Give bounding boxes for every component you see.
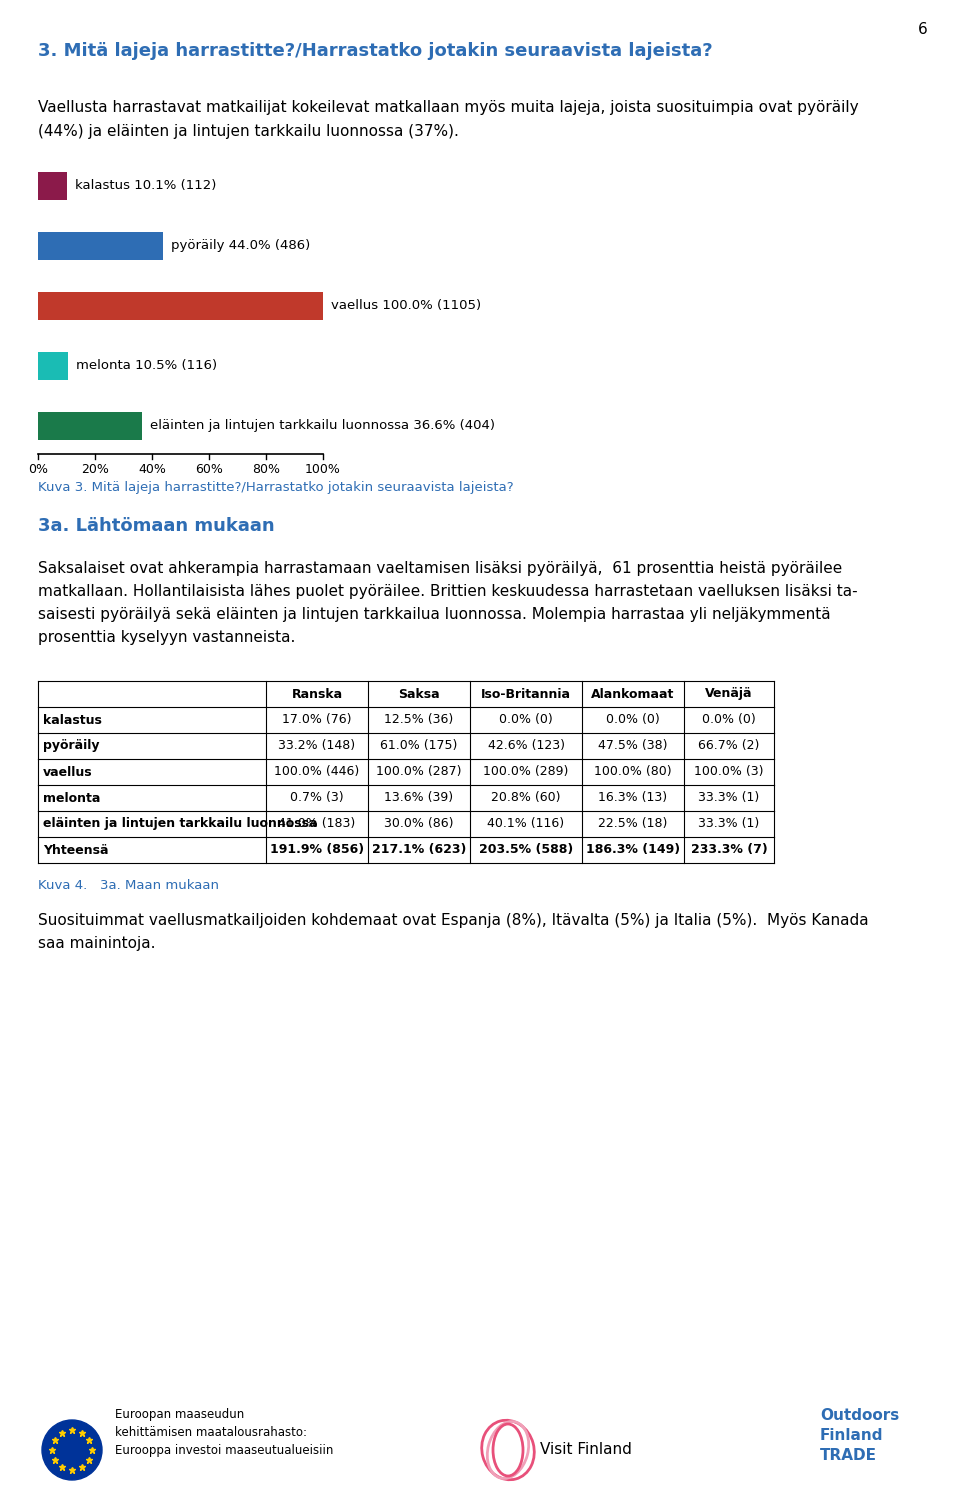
Text: 40.1% (116): 40.1% (116) xyxy=(488,818,564,831)
Text: prosenttia kyselyyn vastanneista.: prosenttia kyselyyn vastanneista. xyxy=(38,629,296,644)
Text: 0.0% (0): 0.0% (0) xyxy=(606,713,660,727)
Text: 33.3% (1): 33.3% (1) xyxy=(698,791,759,804)
Text: Outdoors
Finland
TRADE: Outdoors Finland TRADE xyxy=(820,1408,900,1462)
Bar xyxy=(38,232,163,260)
Text: 47.5% (38): 47.5% (38) xyxy=(598,740,668,752)
Text: Kuva 3. Mitä lajeja harrastitte?/Harrastatko jotakin seuraavista lajeista?: Kuva 3. Mitä lajeja harrastitte?/Harrast… xyxy=(38,481,514,493)
Text: pyöräily: pyöräily xyxy=(43,740,100,752)
Text: 217.1% (623): 217.1% (623) xyxy=(372,843,467,857)
Text: 100.0% (289): 100.0% (289) xyxy=(483,765,568,779)
Text: Iso-Britannia: Iso-Britannia xyxy=(481,688,571,701)
Text: 20%: 20% xyxy=(81,463,108,475)
Text: 233.3% (7): 233.3% (7) xyxy=(690,843,767,857)
Text: 80%: 80% xyxy=(252,463,280,475)
Text: 20.8% (60): 20.8% (60) xyxy=(492,791,561,804)
Text: saisesti pyöräilyä sekä eläinten ja lintujen tarkkailua luonnossa. Molempia harr: saisesti pyöräilyä sekä eläinten ja lint… xyxy=(38,607,830,622)
Text: kalastus 10.1% (112): kalastus 10.1% (112) xyxy=(75,179,216,193)
Text: melonta: melonta xyxy=(43,791,101,804)
Text: 100.0% (287): 100.0% (287) xyxy=(376,765,462,779)
Text: Saksalaiset ovat ahkerampia harrastamaan vaeltamisen lisäksi pyöräilyä,  61 pros: Saksalaiset ovat ahkerampia harrastamaan… xyxy=(38,561,842,576)
Text: 40%: 40% xyxy=(138,463,166,475)
Bar xyxy=(38,292,323,320)
Text: 203.5% (588): 203.5% (588) xyxy=(479,843,573,857)
Text: 100.0% (446): 100.0% (446) xyxy=(275,765,360,779)
Text: 3a. Lähtömaan mukaan: 3a. Lähtömaan mukaan xyxy=(38,517,275,535)
Text: vaellus: vaellus xyxy=(43,765,92,779)
Text: 17.0% (76): 17.0% (76) xyxy=(282,713,351,727)
Text: 0.0% (0): 0.0% (0) xyxy=(499,713,553,727)
Text: 16.3% (13): 16.3% (13) xyxy=(598,791,667,804)
Text: Vaellusta harrastavat matkailijat kokeilevat matkallaan myös muita lajeja, joist: Vaellusta harrastavat matkailijat kokeil… xyxy=(38,100,858,115)
Text: Yhteensä: Yhteensä xyxy=(43,843,108,857)
Text: 12.5% (36): 12.5% (36) xyxy=(384,713,454,727)
Text: Euroopan maaseudun
kehittämisen maatalousrahasto:
Eurooppa investoi maaseutualue: Euroopan maaseudun kehittämisen maatalou… xyxy=(115,1408,333,1458)
Text: Ranska: Ranska xyxy=(292,688,343,701)
Text: 3. Mitä lajeja harrastitte?/Harrastatko jotakin seuraavista lajeista?: 3. Mitä lajeja harrastitte?/Harrastatko … xyxy=(38,42,712,60)
Text: melonta 10.5% (116): melonta 10.5% (116) xyxy=(76,359,217,372)
Text: 22.5% (18): 22.5% (18) xyxy=(598,818,668,831)
Text: 186.3% (149): 186.3% (149) xyxy=(586,843,680,857)
Text: vaellus 100.0% (1105): vaellus 100.0% (1105) xyxy=(331,299,481,312)
Text: (44%) ja eläinten ja lintujen tarkkailu luonnossa (37%).: (44%) ja eläinten ja lintujen tarkkailu … xyxy=(38,124,459,139)
Text: Suosituimmat vaellusmatkailjoiden kohdemaat ovat Espanja (8%), Itävalta (5%) ja : Suosituimmat vaellusmatkailjoiden kohdem… xyxy=(38,913,869,928)
Text: Kuva 4.   3a. Maan mukaan: Kuva 4. 3a. Maan mukaan xyxy=(38,879,219,893)
Text: eläinten ja lintujen tarkkailu luonnossa: eläinten ja lintujen tarkkailu luonnossa xyxy=(43,818,318,831)
Bar xyxy=(38,413,142,440)
Text: 191.9% (856): 191.9% (856) xyxy=(270,843,364,857)
Text: kalastus: kalastus xyxy=(43,713,102,727)
Text: 100.0% (80): 100.0% (80) xyxy=(594,765,672,779)
Text: 41.0% (183): 41.0% (183) xyxy=(278,818,355,831)
Text: Alankomaat: Alankomaat xyxy=(591,688,675,701)
Text: matkallaan. Hollantilaisista lähes puolet pyöräilee. Brittien keskuudessa harras: matkallaan. Hollantilaisista lähes puole… xyxy=(38,585,857,599)
Text: 0.0% (0): 0.0% (0) xyxy=(702,713,756,727)
Bar xyxy=(38,172,67,200)
Text: 30.0% (86): 30.0% (86) xyxy=(384,818,454,831)
Text: saa mainintoja.: saa mainintoja. xyxy=(38,936,156,951)
Text: eläinten ja lintujen tarkkailu luonnossa 36.6% (404): eläinten ja lintujen tarkkailu luonnossa… xyxy=(151,420,495,432)
Text: 0.7% (3): 0.7% (3) xyxy=(290,791,344,804)
Text: 66.7% (2): 66.7% (2) xyxy=(698,740,759,752)
Text: Venäjä: Venäjä xyxy=(706,688,753,701)
Text: 33.2% (148): 33.2% (148) xyxy=(278,740,355,752)
Text: 60%: 60% xyxy=(195,463,223,475)
Text: 0%: 0% xyxy=(28,463,48,475)
Circle shape xyxy=(42,1420,102,1480)
Text: pyöräily 44.0% (486): pyöräily 44.0% (486) xyxy=(172,239,311,253)
Text: Visit Finland: Visit Finland xyxy=(540,1443,632,1458)
Text: 100.0% (3): 100.0% (3) xyxy=(694,765,764,779)
Bar xyxy=(38,351,68,380)
Text: 6: 6 xyxy=(919,22,928,37)
Text: 100%: 100% xyxy=(305,463,341,475)
Text: 42.6% (123): 42.6% (123) xyxy=(488,740,564,752)
Text: 13.6% (39): 13.6% (39) xyxy=(384,791,453,804)
Text: 33.3% (1): 33.3% (1) xyxy=(698,818,759,831)
Text: 61.0% (175): 61.0% (175) xyxy=(380,740,458,752)
Text: Saksa: Saksa xyxy=(398,688,440,701)
